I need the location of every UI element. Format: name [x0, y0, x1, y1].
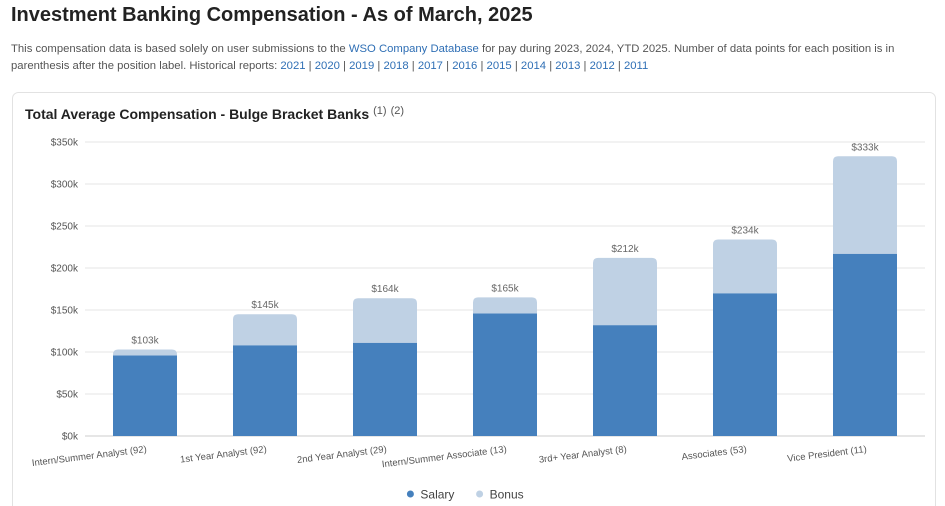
separator: | [377, 60, 381, 72]
year-links: 2021 | 2020 | 2019 | 2018 | 2017 | 2016 … [280, 60, 648, 72]
page-title: Investment Banking Compensation - As of … [11, 4, 533, 26]
separator: | [549, 60, 553, 72]
total-label: $165k [491, 283, 519, 294]
total-label: $103k [131, 335, 159, 346]
bar-segment [713, 293, 777, 436]
bar-segment [833, 156, 897, 254]
total-label: $212k [611, 244, 639, 255]
separator: | [480, 60, 484, 72]
link[interactable]: WSO Company Database [348, 43, 479, 55]
year-link[interactable]: 2017 [417, 60, 443, 72]
bar-segment [833, 253, 897, 436]
chart-title: Total Average Compensation - Bulge Brack… [25, 105, 404, 122]
year-link[interactable]: 2021 [280, 60, 306, 72]
y-tick-label: $150k [51, 306, 79, 317]
legend-marker [406, 490, 414, 498]
total-label: $234k [731, 225, 759, 236]
bar-segment [473, 297, 537, 314]
separator: | [583, 60, 587, 72]
separator: | [617, 60, 621, 72]
y-tick-label: $200k [51, 264, 79, 275]
bar-segment [473, 313, 537, 436]
intro-text: for pay during 2023, 2024, YTD 2025. Num… [11, 43, 895, 72]
y-tick-label: $50k [56, 390, 79, 401]
year-link[interactable]: 2016 [452, 60, 478, 72]
bar-segment [353, 298, 417, 343]
bar-segment [593, 325, 657, 436]
title-note: (2) [391, 105, 404, 117]
y-tick-label: $100k [51, 348, 79, 359]
legend-label: Salary [420, 488, 454, 502]
bar-segment [233, 314, 297, 346]
year-link[interactable]: 2018 [383, 60, 409, 72]
separator: | [308, 60, 312, 72]
legend-label: Bonus [490, 488, 524, 502]
total-label: $333k [851, 142, 879, 153]
separator: | [514, 60, 518, 72]
separator: | [343, 60, 346, 72]
year-link[interactable]: 2014 [520, 60, 547, 72]
year-link[interactable]: 2012 [589, 60, 615, 72]
separator: | [446, 60, 450, 72]
total-label: $164k [371, 284, 399, 295]
total-label: $145k [251, 300, 279, 311]
bar-segment [113, 355, 177, 436]
title-note: (1) [373, 105, 386, 117]
bar-segment [593, 257, 657, 326]
legend-marker [476, 490, 484, 498]
year-link[interactable]: 2013 [555, 60, 581, 72]
y-tick-label: $300k [51, 180, 79, 191]
bar-segment [713, 239, 777, 294]
y-tick-label: $0k [62, 432, 79, 443]
y-tick-label: $250k [51, 222, 79, 233]
separator: | [411, 60, 415, 72]
year-link[interactable]: 2015 [486, 60, 512, 72]
year-link[interactable]: 2011 [623, 60, 649, 72]
intro-text: This compensation data is based solely o… [11, 43, 346, 55]
bar-segment [233, 345, 297, 436]
bar-segment [353, 342, 417, 436]
bar-segment [113, 349, 177, 356]
year-link[interactable]: 2020 [314, 60, 340, 72]
year-link[interactable]: 2019 [349, 60, 375, 72]
chart-title-text: Total Average Compensation - Bulge Brack… [25, 106, 369, 122]
intro: This compensation data is based solely o… [11, 41, 933, 75]
y-tick-label: $350k [51, 138, 79, 149]
